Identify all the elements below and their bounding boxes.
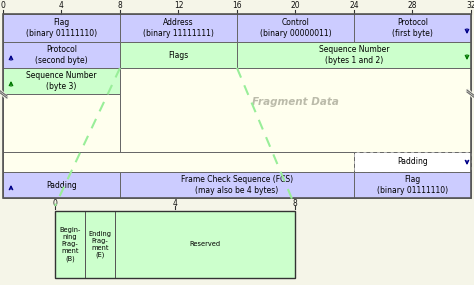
Bar — [120, 14, 237, 42]
Text: 4: 4 — [173, 198, 177, 207]
Text: 4: 4 — [59, 1, 64, 11]
Bar — [237, 14, 354, 42]
Text: 28: 28 — [408, 1, 417, 11]
Text: 8: 8 — [292, 198, 297, 207]
Text: Reserved: Reserved — [190, 241, 220, 247]
Text: 20: 20 — [291, 1, 301, 11]
Bar — [3, 94, 120, 152]
Text: Frame Check Sequence (FCS)
(may also be 4 bytes): Frame Check Sequence (FCS) (may also be … — [181, 175, 293, 195]
Bar — [3, 14, 471, 198]
Bar — [120, 68, 471, 152]
Bar — [85, 211, 115, 278]
Text: Padding: Padding — [397, 158, 428, 166]
Text: Flags: Flags — [168, 50, 189, 60]
Bar — [3, 68, 120, 94]
Text: 16: 16 — [232, 1, 242, 11]
Bar — [3, 14, 120, 42]
Text: 32: 32 — [466, 1, 474, 11]
Text: Protocol
(first byte): Protocol (first byte) — [392, 18, 433, 38]
Text: Flag
(binary 01111110): Flag (binary 01111110) — [26, 18, 97, 38]
Bar — [3, 172, 120, 198]
Bar — [55, 211, 295, 278]
Bar — [354, 152, 471, 172]
Text: 12: 12 — [174, 1, 183, 11]
Text: Padding: Padding — [46, 180, 77, 190]
Text: Protocol
(second byte): Protocol (second byte) — [35, 45, 88, 65]
Text: Address
(binary 11111111): Address (binary 11111111) — [143, 18, 214, 38]
Text: 0: 0 — [53, 198, 57, 207]
Bar — [55, 211, 85, 278]
Bar — [3, 42, 120, 68]
Bar — [237, 42, 471, 68]
Text: 8: 8 — [118, 1, 122, 11]
Text: Fragment Data: Fragment Data — [252, 97, 339, 107]
Text: 0: 0 — [0, 1, 5, 11]
Bar — [354, 172, 471, 198]
Bar — [3, 152, 354, 172]
Text: Flag
(binary 01111110): Flag (binary 01111110) — [377, 175, 448, 195]
Text: Sequence Number
(bytes 1 and 2): Sequence Number (bytes 1 and 2) — [319, 45, 389, 65]
Text: The TCP/IP Guide: The TCP/IP Guide — [198, 109, 305, 121]
Text: Control
(binary 00000011): Control (binary 00000011) — [260, 18, 331, 38]
Text: Begin-
ning
Frag-
ment
(B): Begin- ning Frag- ment (B) — [59, 227, 81, 262]
Bar — [354, 14, 471, 42]
Text: 24: 24 — [349, 1, 359, 11]
Bar — [120, 42, 237, 68]
Text: Ending
Frag-
ment
(E): Ending Frag- ment (E) — [89, 231, 111, 258]
Text: Sequence Number
(byte 3): Sequence Number (byte 3) — [26, 71, 97, 91]
Bar — [120, 172, 354, 198]
Bar — [115, 211, 295, 278]
